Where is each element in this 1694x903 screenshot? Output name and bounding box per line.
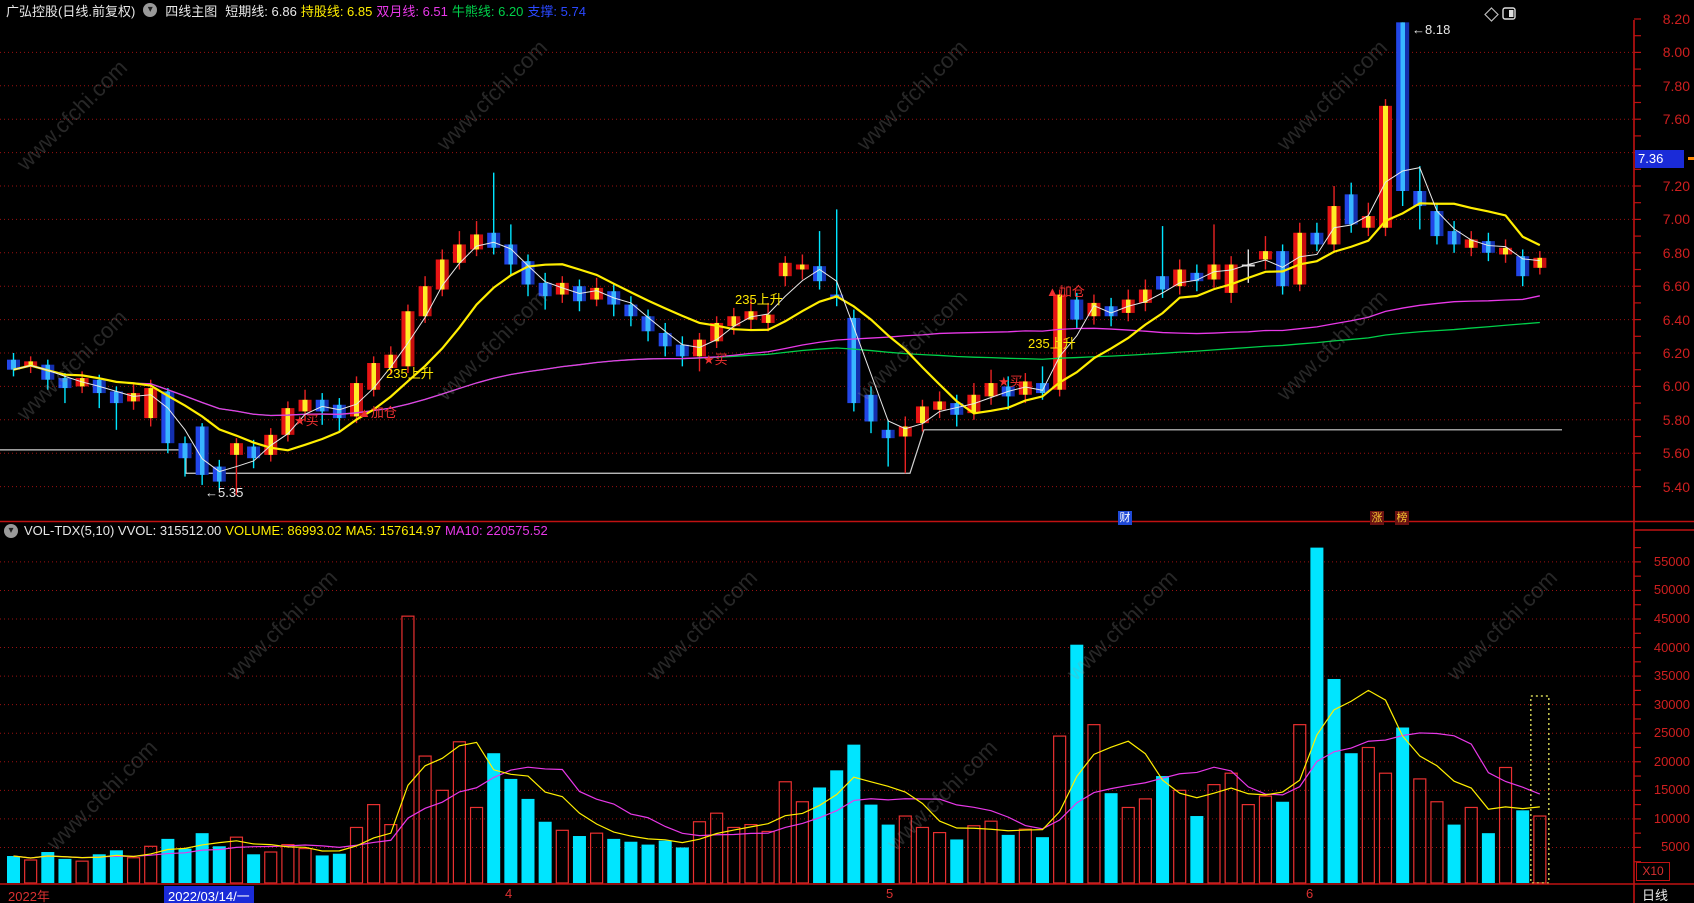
ma-line-holding — [13, 202, 1541, 452]
price-gridlines — [0, 51, 1634, 488]
indicator-legend-item: 双月线: 6.51 — [376, 3, 448, 19]
volume-legend-item: VOLUME: 86993.02 — [225, 523, 342, 538]
stock-title: 广弘控股(日线.前复权) — [6, 3, 136, 19]
volume-legend: ▾ VOL-TDX(5,10) VVOL: 315512.00 VOLUME: 8… — [4, 523, 552, 538]
volume-legend-item: MA10: 220575.52 — [445, 523, 548, 538]
volume-series — [7, 547, 1547, 884]
corner-badge[interactable]: 榜 — [1395, 511, 1409, 525]
axis-frame — [0, 18, 1694, 903]
support-line — [0, 429, 1562, 474]
ma-line-bull-bear — [13, 321, 1540, 417]
candlestick-series — [7, 22, 1547, 495]
corner-badge[interactable]: 涨 — [1370, 511, 1384, 525]
indicator-legend-item: 持股线: 6.85 — [300, 3, 373, 19]
top-bar: 广弘控股(日线.前复权) ▾ 四线主图 短期线: 6.86 持股线: 6.85 双月… — [0, 0, 1694, 20]
corner-badge[interactable]: 财 — [1118, 511, 1132, 525]
ma-line-short — [13, 167, 1540, 473]
period-selector[interactable]: 日线 — [1642, 888, 1669, 903]
indicator-legend: 短期线: 6.86 持股线: 6.85 双月线: 6.51 牛熊线: 6.20 支撑: … — [225, 1, 590, 20]
last-price-tag: 7.36 — [1635, 150, 1684, 168]
indicator-legend-item: 支撑: 5.74 — [527, 3, 586, 19]
indicator-legend-item: 短期线: 6.86 — [225, 3, 297, 19]
chevron-down-circle-icon[interactable]: ▾ — [143, 3, 158, 17]
volume-legend-item: MA5: 157614.97 — [345, 523, 442, 538]
ma-line-bimonthly — [13, 295, 1540, 417]
indicator-name[interactable]: 四线主图 — [165, 3, 218, 19]
chevron-down-circle-icon[interactable]: ▾ — [4, 523, 18, 538]
volume-unit-label: X10 — [1636, 862, 1670, 881]
volume-legend-item: VOL-TDX(5,10) VVOL: 315512.00 — [24, 523, 222, 538]
split-window-icon[interactable] — [1502, 7, 1516, 20]
indicator-legend-item: 牛熊线: 6.20 — [451, 3, 524, 19]
volume-ma10-line — [13, 732, 1541, 859]
volume-ma5-line — [13, 689, 1540, 859]
last-bar-selection-box — [1530, 695, 1550, 884]
diamond-icon[interactable] — [1484, 7, 1499, 22]
